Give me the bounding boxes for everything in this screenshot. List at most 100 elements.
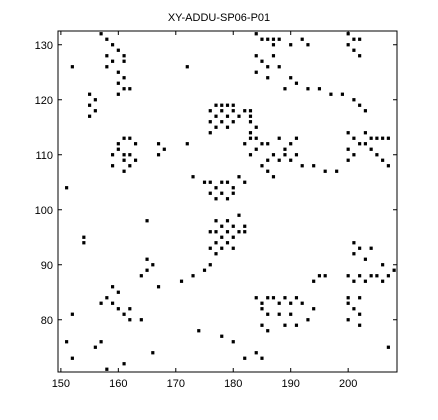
data-point: [248, 114, 253, 118]
data-point: [277, 65, 281, 69]
data-point: [116, 142, 120, 146]
data-point: [122, 312, 126, 316]
data-point: [346, 43, 350, 47]
x-tick-label: 170: [167, 378, 185, 390]
data-point: [231, 120, 235, 124]
data-point: [363, 131, 367, 135]
data-point: [294, 296, 299, 300]
data-point: [358, 296, 362, 300]
data-point: [346, 158, 350, 162]
data-point: [283, 147, 287, 151]
data-point: [346, 147, 350, 151]
data-point: [254, 351, 258, 355]
data-point: [139, 318, 143, 322]
data-point: [300, 164, 304, 168]
data-point: [329, 92, 333, 96]
data-point: [231, 186, 235, 190]
data-point: [266, 329, 270, 333]
data-point: [214, 252, 218, 256]
data-point: [381, 158, 385, 162]
data-point: [294, 81, 299, 85]
data-point: [82, 241, 86, 245]
x-tick-label: 160: [109, 378, 127, 390]
data-point: [111, 153, 115, 157]
data-point: [266, 142, 270, 146]
data-point: [300, 301, 304, 305]
data-point: [277, 158, 281, 162]
data-point: [116, 81, 120, 85]
data-point: [266, 312, 270, 316]
data-point: [122, 54, 126, 58]
data-point: [248, 120, 253, 124]
data-point: [363, 142, 367, 146]
data-point: [99, 301, 103, 305]
x-tick-label: 200: [339, 378, 357, 390]
data-point: [352, 252, 356, 256]
data-point: [156, 153, 161, 157]
data-point: [70, 356, 74, 360]
data-point: [214, 219, 218, 223]
data-point: [358, 142, 362, 146]
data-points: [65, 32, 396, 371]
data-point: [111, 301, 115, 305]
data-point: [248, 109, 253, 113]
data-point: [116, 290, 120, 294]
data-point: [289, 158, 293, 162]
data-point: [105, 37, 109, 41]
data-point: [289, 76, 293, 80]
data-point: [254, 54, 258, 58]
data-point: [248, 131, 253, 135]
data-point: [277, 301, 281, 305]
data-point: [248, 153, 253, 157]
data-point: [111, 59, 115, 63]
data-point: [128, 153, 132, 157]
data-point: [346, 301, 350, 305]
data-point: [93, 109, 97, 113]
data-point: [237, 213, 241, 217]
data-point: [392, 268, 396, 272]
data-point: [202, 180, 207, 184]
data-point: [260, 59, 264, 63]
data-point: [122, 59, 126, 63]
data-point: [220, 120, 224, 124]
data-point: [116, 92, 120, 96]
data-point: [254, 136, 258, 140]
data-point: [352, 37, 356, 41]
data-point: [225, 241, 230, 245]
data-point: [111, 164, 115, 168]
data-point: [208, 180, 212, 184]
data-point: [225, 125, 230, 129]
data-point: [128, 307, 132, 311]
data-point: [358, 103, 362, 107]
data-point: [185, 142, 189, 146]
y-tick-label: 90: [41, 260, 53, 272]
data-point: [220, 246, 224, 250]
data-point: [283, 87, 287, 91]
data-point: [294, 323, 299, 327]
data-point: [369, 147, 373, 151]
data-point: [289, 142, 293, 146]
data-point: [271, 175, 276, 179]
data-point: [266, 37, 270, 41]
data-point: [231, 224, 235, 228]
data-point: [128, 87, 132, 91]
data-point: [352, 307, 356, 311]
data-point: [185, 65, 189, 69]
data-point: [128, 164, 132, 168]
data-point: [363, 257, 367, 261]
data-point: [202, 268, 207, 272]
data-point: [386, 274, 390, 278]
data-point: [133, 158, 138, 162]
data-point: [271, 153, 276, 157]
data-point: [208, 120, 212, 124]
data-point: [271, 37, 276, 41]
data-point: [386, 345, 390, 349]
data-point: [145, 257, 149, 261]
y-tick-label: 110: [35, 150, 53, 162]
data-point: [300, 37, 304, 41]
axis-ticks: [58, 31, 397, 372]
data-point: [266, 76, 270, 80]
data-point: [375, 136, 379, 140]
data-point: [225, 180, 230, 184]
data-point: [335, 169, 339, 173]
